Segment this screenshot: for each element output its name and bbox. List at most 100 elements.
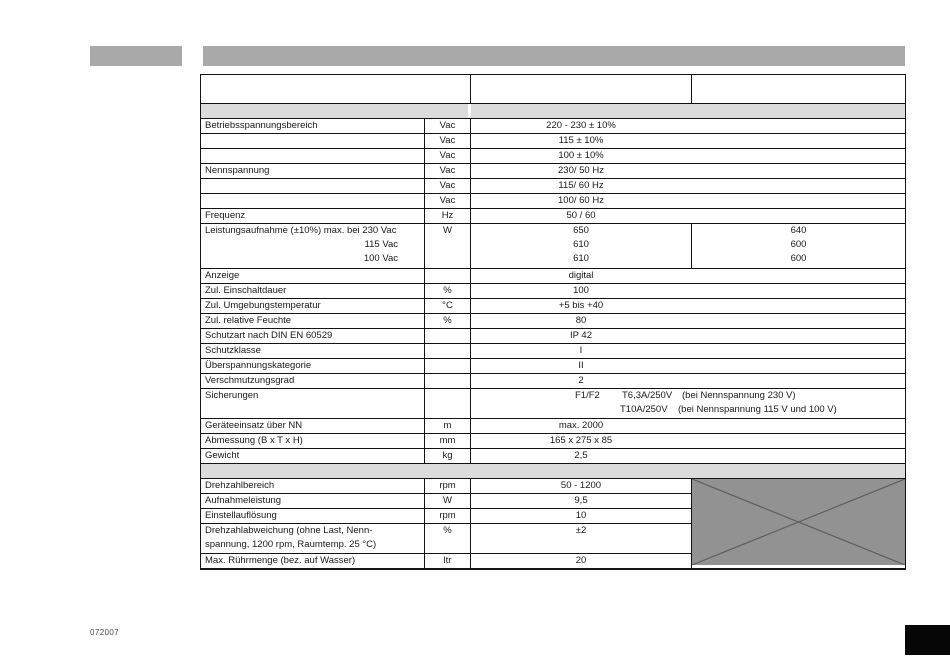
row-label: Zul. Einschaltdauer bbox=[201, 284, 425, 298]
header-bar-main bbox=[203, 46, 905, 66]
fuse-text: T10A/250V bbox=[620, 404, 668, 415]
row-unit bbox=[425, 359, 471, 373]
table-row: Geräteeinsatz über NN m max. 2000 bbox=[201, 419, 905, 434]
row-value-cell: 115 ± 10% bbox=[471, 134, 905, 148]
section-band bbox=[471, 104, 905, 118]
row-value-cell: 80 bbox=[471, 314, 905, 328]
row-unit: Hz bbox=[425, 209, 471, 223]
row-label: Nennspannung bbox=[201, 164, 425, 178]
row-value-cell: IP 42 bbox=[471, 329, 905, 343]
row-unit: m bbox=[425, 419, 471, 433]
table-row: Zul. relative Feuchte% 80 bbox=[201, 314, 905, 329]
not-applicable-placeholder bbox=[692, 479, 905, 565]
table-row: Sicherungen F1/F2 T6,3A/250V (bei Nennspann… bbox=[201, 389, 905, 419]
table-row: Schutzklasse I bbox=[201, 344, 905, 359]
row-value: max. 2000 bbox=[558, 420, 604, 431]
row-label: Zul. relative Feuchte bbox=[201, 314, 425, 328]
table-row: Frequenz Hz 50 / 60 bbox=[201, 209, 905, 224]
table-row: Vac 115/ 60 Hz bbox=[201, 179, 905, 194]
fuse-text: F1/F2 bbox=[575, 390, 600, 401]
row-value: ±2 bbox=[471, 524, 692, 553]
row-value: 2,5 bbox=[574, 450, 588, 461]
cross-icon bbox=[692, 479, 905, 565]
row-value-cell: 100 bbox=[471, 284, 905, 298]
row-label bbox=[201, 179, 425, 193]
row-value: 115 ± 10% bbox=[558, 135, 604, 146]
row-label: Frequenz bbox=[201, 209, 425, 223]
row-value-cell: 220 - 230 ± 10% bbox=[471, 119, 905, 133]
row-value: 100 bbox=[573, 285, 589, 296]
value-line: 640 bbox=[790, 225, 807, 236]
table-row bbox=[201, 464, 905, 479]
row-unit: % bbox=[425, 314, 471, 328]
label-line: Leistungsaufnahme (±10%) max. bei 230 Va… bbox=[205, 225, 397, 236]
section-band bbox=[201, 104, 468, 118]
table-row bbox=[201, 104, 905, 119]
table-row: Vac 100/ 60 Hz bbox=[201, 194, 905, 209]
row-value: +5 bis +40 bbox=[558, 300, 604, 311]
table-row: Vac 100 ± 10% bbox=[201, 149, 905, 164]
header-bar-left bbox=[90, 46, 182, 66]
row-label: Geräteeinsatz über NN bbox=[201, 419, 425, 433]
row-value-cell: 2,5 bbox=[471, 449, 905, 463]
row-value-cell: I bbox=[471, 344, 905, 358]
value-line: 610 bbox=[573, 253, 589, 264]
row-label: Gewicht bbox=[201, 449, 425, 463]
value-line: 650 bbox=[573, 225, 589, 236]
row-unit: °C bbox=[425, 299, 471, 313]
row-value-cell: 115/ 60 Hz bbox=[471, 179, 905, 193]
table-row: Abmessung (B x T x H) mm 165 x 275 x 85 bbox=[201, 434, 905, 449]
value-line: 600 bbox=[790, 253, 807, 264]
row-unit: mm bbox=[425, 434, 471, 448]
table-row: Nennspannung Vac 230/ 50 Hz bbox=[201, 164, 905, 179]
row-label: Einstellauflösung bbox=[201, 509, 425, 523]
row-values-col-2: 640 600 600 bbox=[692, 224, 905, 268]
row-label bbox=[201, 134, 425, 148]
table-row: Aufnahmeleistung W 9,5 bbox=[201, 494, 905, 509]
row-label bbox=[201, 194, 425, 208]
row-label: Verschmutzungsgrad bbox=[201, 374, 425, 388]
footer-doc-code: 072007 bbox=[90, 628, 120, 637]
row-value: 80 bbox=[575, 315, 587, 326]
row-label: Anzeige bbox=[201, 269, 425, 283]
table-row: Leistungsaufnahme (±10%) max. bei 230 Va… bbox=[201, 224, 905, 269]
table-row: Verschmutzungsgrad 2 bbox=[201, 374, 905, 389]
row-value-cell: 2 bbox=[471, 374, 905, 388]
row-value: 220 - 230 ± 10% bbox=[546, 120, 616, 131]
row-value: 10 bbox=[471, 509, 692, 523]
row-unit bbox=[425, 269, 471, 283]
row-value-cell: 50 / 60 bbox=[471, 209, 905, 223]
row-label: Drehzahlabweichung (ohne Last, Nenn-span… bbox=[201, 524, 425, 553]
row-value-cell: 230/ 50 Hz bbox=[471, 164, 905, 178]
row-label: Max. Rührmenge (bez. auf Wasser) bbox=[201, 554, 425, 568]
row-unit: rpm bbox=[425, 509, 471, 523]
label-line: Drehzahlabweichung (ohne Last, Nenn- bbox=[205, 525, 373, 536]
label-line: spannung, 1200 rpm, Raumtemp. 25 °C) bbox=[205, 539, 377, 550]
row-value: 9,5 bbox=[471, 494, 692, 508]
row-label: Sicherungen bbox=[201, 389, 425, 418]
table-row: Betriebsspannungsbereich Vac 220 - 230 ± 1… bbox=[201, 119, 905, 134]
row-label: Zul. Umgebungstemperatur bbox=[201, 299, 425, 313]
row-unit: Vac bbox=[425, 149, 471, 163]
row-value: 50 / 60 bbox=[566, 210, 596, 221]
value-line: 610 bbox=[573, 239, 589, 250]
row-value: 50 - 1200 bbox=[471, 479, 692, 493]
row-value: digital bbox=[568, 270, 594, 281]
row-unit bbox=[425, 329, 471, 343]
label-line: 100 Vac bbox=[363, 253, 398, 264]
row-unit: W bbox=[425, 494, 471, 508]
table-row: Max. Rührmenge (bez. auf Wasser) ltr 20 bbox=[201, 554, 905, 569]
row-label: Drehzahlbereich bbox=[201, 479, 425, 493]
row-unit: Vac bbox=[425, 194, 471, 208]
row-value-cell: 165 x 275 x 85 bbox=[471, 434, 905, 448]
row-unit: kg bbox=[425, 449, 471, 463]
row-unit: W bbox=[425, 224, 471, 268]
header-cell-variant-1 bbox=[471, 75, 692, 103]
value-line: 600 bbox=[790, 239, 807, 250]
row-value: IP 42 bbox=[569, 330, 592, 341]
table-row: Drehzahlabweichung (ohne Last, Nenn-span… bbox=[201, 524, 905, 554]
table-row: Vac 115 ± 10% bbox=[201, 134, 905, 149]
row-unit: ltr bbox=[425, 554, 471, 568]
row-value-cell: digital bbox=[471, 269, 905, 283]
